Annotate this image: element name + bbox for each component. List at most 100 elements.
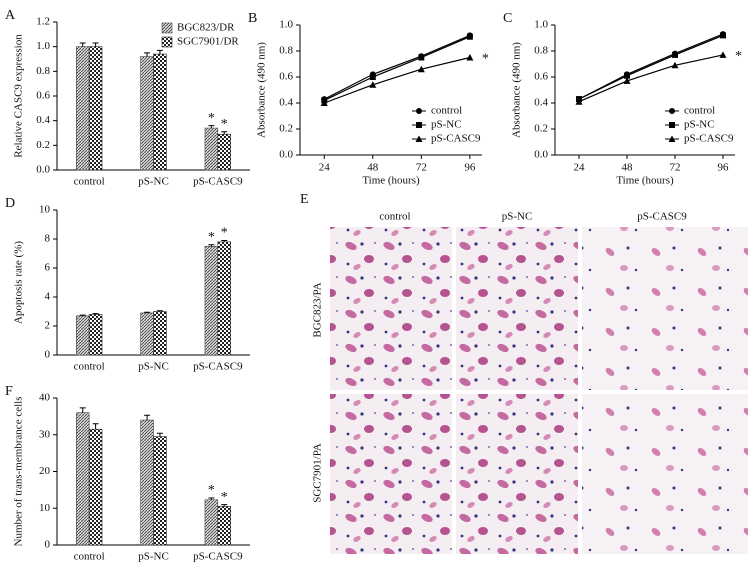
column-label: control [379, 211, 410, 223]
x-tick-label: 72 [416, 162, 427, 174]
y-tick-label: 0.2 [36, 139, 50, 151]
x-axis-label: Time (hours) [616, 175, 674, 187]
legend-label: control [431, 105, 462, 117]
x-tick-label: pS-CASC9 [193, 361, 243, 373]
x-tick-label: control [74, 551, 105, 563]
x-tick-label: 96 [464, 162, 476, 174]
error-bar [156, 432, 163, 437]
micrograph [330, 227, 452, 390]
y-tick-label: 40 [39, 392, 51, 404]
x-tick-label: pS-CASC9 [193, 176, 243, 188]
significance: * [735, 49, 742, 64]
y-tick-label: 1.2 [36, 16, 50, 28]
y-tick-label: 0.0 [279, 149, 293, 161]
panel-label: A [5, 8, 16, 23]
y-tick-label: 8 [45, 233, 51, 245]
y-tick-label: 0.0 [534, 149, 548, 161]
x-tick-label: control [74, 176, 105, 188]
y-tick-label: 6 [45, 262, 51, 274]
marker [418, 54, 425, 61]
legend-swatch [161, 36, 173, 48]
marker [671, 61, 679, 69]
line [578, 34, 724, 100]
legend-label: BGC823/DR [177, 22, 235, 34]
y-axis-label: Absorbance (490 nm) [256, 42, 268, 138]
legend-label: control [684, 105, 715, 117]
y-tick-label: 0.8 [279, 45, 293, 57]
error-bar [208, 244, 215, 247]
y-tick-label: 0.2 [279, 123, 293, 135]
bar [204, 245, 219, 356]
significance: * [221, 226, 228, 241]
y-tick-label: 2 [45, 320, 51, 332]
marker [719, 51, 727, 58]
marker [320, 99, 328, 106]
line [324, 36, 471, 101]
error-bar [208, 125, 215, 129]
line [578, 54, 724, 103]
marker [575, 98, 583, 105]
error-bar [144, 311, 151, 313]
y-tick-label: 0.6 [534, 71, 548, 83]
micrograph [456, 394, 578, 554]
x-tick-label: 24 [319, 162, 331, 174]
bar [88, 314, 103, 356]
x-tick-label: pS-CASC9 [193, 551, 243, 563]
y-tick-label: 20 [39, 465, 51, 477]
legend-marker [668, 135, 676, 142]
marker [672, 51, 678, 58]
legend-swatch [161, 22, 173, 34]
column-label: pS-CASC9 [637, 211, 687, 223]
marker [369, 74, 376, 80]
y-tick-label: 10 [39, 502, 51, 514]
y-tick-label: 0 [45, 539, 51, 551]
error-bar [156, 49, 163, 55]
panel-label: F [5, 384, 13, 399]
y-axis-label: Apoptosis rate (%) [13, 241, 25, 324]
error-bar [221, 131, 228, 135]
marker [466, 33, 473, 40]
x-tick-label: 24 [574, 162, 586, 174]
y-tick-label: 0.4 [534, 97, 548, 109]
bar [88, 428, 103, 546]
x-tick-label: 96 [718, 162, 730, 174]
micrograph [456, 227, 578, 390]
legend-marker [415, 135, 423, 142]
y-tick-label: 0.8 [36, 65, 50, 77]
micrograph [582, 227, 748, 390]
x-tick-label: 72 [670, 162, 681, 174]
y-tick-label: 0.0 [36, 164, 50, 176]
y-axis-label: Number of trans-membrance cells [13, 397, 25, 547]
legend-marker [669, 108, 675, 114]
bar [140, 56, 154, 171]
y-tick-label: 0.8 [534, 45, 548, 57]
legend-marker [416, 108, 422, 114]
column-label: pS-NC [502, 211, 533, 223]
bar [140, 419, 154, 546]
y-tick-label: 1.0 [534, 19, 548, 31]
x-tick-label: pS-NC [138, 551, 169, 563]
y-tick-label: 0.2 [534, 123, 548, 135]
y-tick-label: 4 [45, 291, 51, 303]
row-label: SGC7901/PA [312, 443, 324, 503]
error-bar [92, 423, 99, 430]
x-axis-label: Time (hours) [362, 175, 420, 187]
marker [720, 32, 726, 39]
y-tick-label: 0.6 [279, 71, 293, 83]
marker [369, 81, 377, 88]
bar [153, 311, 167, 356]
error-bar [79, 407, 86, 413]
legend-label: pS-NC [431, 119, 462, 131]
significance: * [482, 52, 489, 67]
y-tick-label: 0.4 [36, 114, 50, 126]
error-bar [92, 42, 99, 47]
bar [140, 312, 154, 356]
bar [76, 46, 90, 171]
x-tick-label: 48 [367, 162, 379, 174]
legend-label: pS-CASC9 [431, 133, 481, 145]
line [323, 34, 471, 100]
bar [204, 127, 219, 171]
y-tick-label: 1.0 [36, 40, 50, 52]
y-tick-label: 0 [45, 349, 51, 361]
